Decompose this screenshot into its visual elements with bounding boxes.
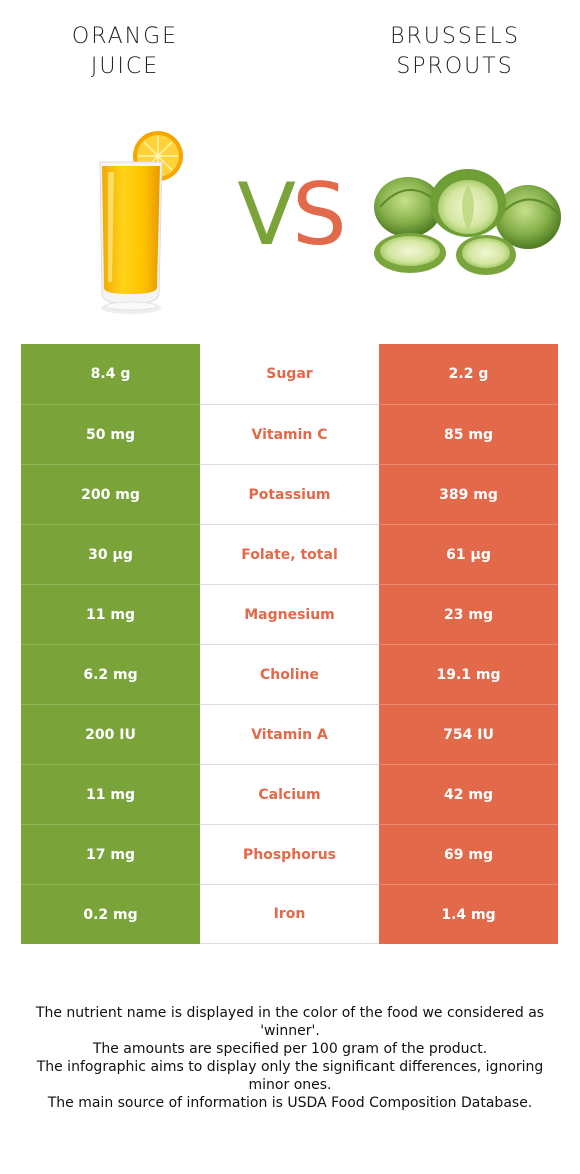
left-value: 0.2 mg [21,884,200,944]
left-value: 17 mg [21,824,200,884]
nutrient-name: Choline [200,644,379,704]
right-value: 61 µg [379,524,558,584]
nutrient-name: Phosphorus [200,824,379,884]
right-value: 23 mg [379,584,558,644]
left-food-title-line1: ORANGE [71,24,179,49]
table-row: 8.4 g Sugar 2.2 g [21,344,558,404]
right-value: 19.1 mg [379,644,558,704]
nutrient-name: Iron [200,884,379,944]
right-value: 69 mg [379,824,558,884]
left-value: 200 mg [21,464,200,524]
table-row: 11 mg Magnesium 23 mg [21,584,558,644]
left-value: 8.4 g [21,344,200,404]
footer-note: The amounts are specified per 100 gram o… [92,1041,488,1057]
footer-notes: The nutrient name is displayed in the co… [20,1004,560,1112]
nutrient-name: Vitamin C [200,404,379,464]
left-value: 6.2 mg [21,644,200,704]
table-row: 17 mg Phosphorus 69 mg [21,824,558,884]
table-row: 11 mg Calcium 42 mg [21,764,558,824]
table-row: 50 mg Vitamin C 85 mg [21,404,558,464]
footer-note: The infographic aims to display only the… [36,1059,544,1093]
right-value: 754 IU [379,704,558,764]
nutrient-comparison-table: 8.4 g Sugar 2.2 g 50 mg Vitamin C 85 mg … [21,344,558,944]
orange-juice-image [99,131,183,314]
nutrient-name: Potassium [200,464,379,524]
left-value: 11 mg [21,584,200,644]
nutrient-name: Folate, total [200,524,379,584]
nutrient-name: Calcium [200,764,379,824]
nutrient-name: Sugar [200,344,379,404]
vs-label: VS [222,160,358,270]
right-food-title-line2: SPROUTS [396,54,514,79]
right-food-title-line1: BRUSSELS [390,24,520,49]
table-row: 6.2 mg Choline 19.1 mg [21,644,558,704]
vs-letter-s: S [292,165,347,265]
brussels-sprouts-image [374,169,561,275]
left-food-title-line2: JUICE [90,54,160,79]
vs-letter-v: V [237,165,296,265]
nutrient-name: Vitamin A [200,704,379,764]
table-row: 0.2 mg Iron 1.4 mg [21,884,558,944]
left-value: 30 µg [21,524,200,584]
left-value: 50 mg [21,404,200,464]
right-value: 85 mg [379,404,558,464]
right-value: 2.2 g [379,344,558,404]
right-value: 389 mg [379,464,558,524]
footer-note: The nutrient name is displayed in the co… [35,1005,545,1039]
right-value: 1.4 mg [379,884,558,944]
footer-note: The main source of information is USDA F… [47,1095,533,1111]
table-row: 200 mg Potassium 389 mg [21,464,558,524]
left-value: 11 mg [21,764,200,824]
right-value: 42 mg [379,764,558,824]
table-row: 30 µg Folate, total 61 µg [21,524,558,584]
left-value: 200 IU [21,704,200,764]
right-food-title: BRUSSELS SPROUTS [345,22,565,82]
table-row: 200 IU Vitamin A 754 IU [21,704,558,764]
left-food-title: ORANGE JUICE [15,22,235,82]
nutrient-name: Magnesium [200,584,379,644]
